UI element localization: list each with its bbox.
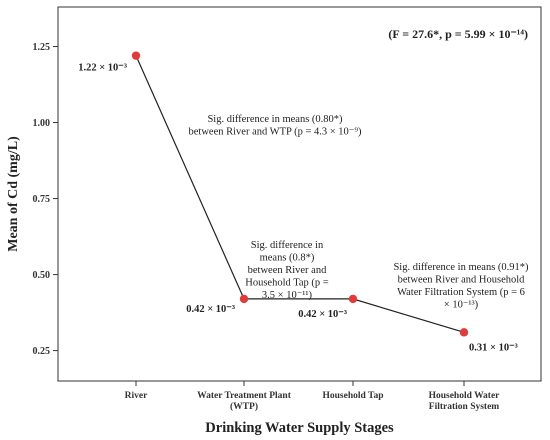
y-tick-label: 0.25: [33, 346, 51, 357]
x-tick-label: Water Treatment Plant: [197, 391, 292, 401]
annotation-text: Sig. difference in means (0.80*): [207, 114, 343, 125]
annotation-text: between River and Household: [398, 275, 526, 286]
annotation-text: Sig. difference in means (0.91*): [393, 262, 529, 273]
annotation-text: means (0.8*): [260, 253, 315, 264]
data-point: [348, 294, 358, 304]
annotation-text: Household Tap (p =: [245, 278, 329, 289]
x-tick-label: Filtration System: [429, 402, 500, 412]
x-tick-label: Household Tap: [323, 391, 384, 401]
annotation-text: 3.5 × 10⁻¹¹): [262, 290, 313, 301]
point-value-label: 0.42 × 10⁻³: [186, 304, 235, 315]
point-value-label: 1.22 × 10⁻³: [78, 63, 127, 74]
y-tick-label: 0.50: [33, 270, 51, 281]
point-value-label: 0.42 × 10⁻³: [298, 309, 347, 320]
series-line: [135, 55, 465, 333]
y-tick-label: 0.75: [33, 194, 51, 205]
data-point: [131, 51, 141, 60]
annotation-text: × 10⁻¹³): [444, 300, 479, 311]
stat-text: (F = 27.6*, p = 5.99 × 10⁻¹⁴): [388, 27, 528, 41]
annotation-text: Sig. difference in: [251, 240, 324, 251]
point-value-label: 0.31 × 10⁻³: [469, 342, 518, 353]
x-tick-label: Household Water: [429, 391, 501, 401]
y-tick-label: 1.00: [33, 118, 51, 129]
data-point: [459, 328, 469, 337]
plot-frame: [57, 6, 542, 382]
y-axis-label: Mean of Cd (mg/L): [6, 136, 21, 252]
y-tick-label: 1.25: [33, 42, 51, 53]
annotation-text: Water Filtration System (p = 6: [397, 287, 525, 298]
data-point: [239, 294, 249, 304]
annotation-text: between River and: [248, 265, 327, 276]
annotation-text: between River and WTP (p = 4.3 × 10⁻⁹): [189, 127, 362, 138]
x-tick-label: River: [125, 391, 148, 401]
x-tick-label: (WTP): [230, 401, 258, 412]
x-axis-label: Drinking Water Supply Stages: [205, 420, 394, 436]
